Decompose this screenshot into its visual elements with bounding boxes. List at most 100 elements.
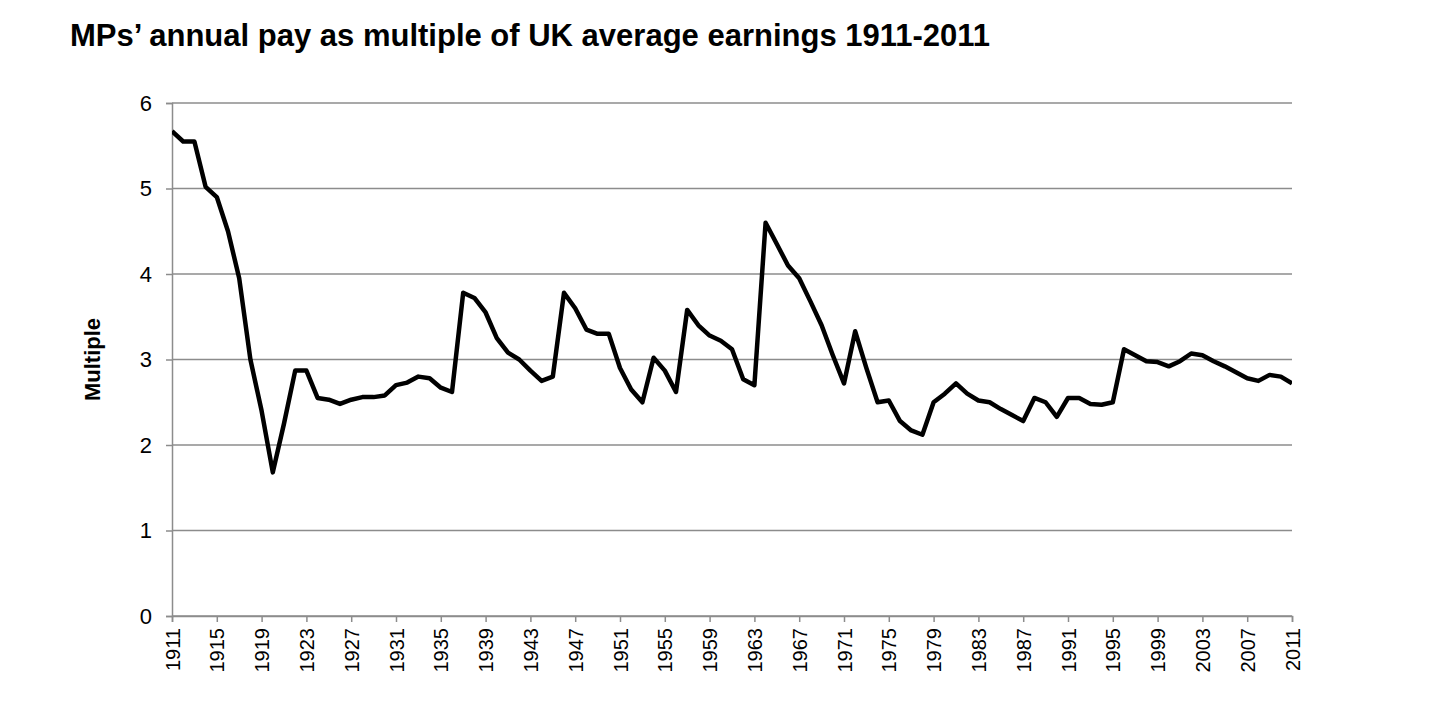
tick: 1983	[968, 616, 990, 673]
tick-label: 1959	[699, 628, 721, 673]
tick: 1	[140, 518, 172, 543]
y-axis: 0 1 2 3 4 5 6	[140, 91, 173, 629]
tick-mark	[1157, 616, 1159, 622]
tick-label: 1975	[878, 628, 900, 673]
tick-label: 1955	[654, 628, 676, 673]
tick-mark	[620, 616, 622, 622]
title: MPs’ annual pay as multiple of UK averag…	[70, 18, 990, 53]
tick: 1979	[923, 616, 945, 673]
tick: 0	[140, 604, 172, 629]
tick-mark	[665, 616, 667, 622]
axis-line	[166, 104, 173, 617]
grid-line	[172, 273, 1292, 275]
tick-label: 1915	[206, 628, 228, 673]
tick-label: 1999	[1147, 628, 1169, 673]
tick-mark	[306, 616, 308, 622]
tick: 2007	[1237, 616, 1259, 673]
tick: 1995	[1102, 616, 1124, 673]
tick-label: 2007	[1237, 628, 1259, 673]
tick-mark	[166, 616, 172, 618]
tick-mark	[1247, 616, 1249, 622]
tick-label: 1971	[834, 628, 856, 673]
tick-mark	[166, 274, 172, 276]
tick-label: 1923	[296, 628, 318, 673]
tick-mark	[978, 616, 980, 622]
tick: 1931	[386, 616, 408, 673]
tick: 5	[140, 176, 172, 201]
tick-mark	[709, 616, 711, 622]
tick-mark	[933, 616, 935, 622]
tick-mark	[261, 616, 263, 622]
tick: 1939	[475, 616, 497, 673]
tick-mark	[166, 445, 172, 447]
tick: 1927	[341, 616, 363, 673]
tick-label: 3	[140, 347, 152, 372]
tick-mark	[799, 616, 801, 622]
chart: MPs’ annual pay as multiple of UK averag…	[0, 0, 1447, 712]
grid	[172, 103, 1292, 616]
tick-mark	[172, 616, 174, 622]
tick-label: 0	[140, 604, 152, 629]
tick: 1967	[789, 616, 811, 673]
tick-label: 1927	[341, 628, 363, 673]
tick: 1963	[744, 616, 766, 673]
tick-mark	[441, 616, 443, 622]
tick-label: 4	[140, 262, 152, 287]
tick: 1951	[610, 616, 632, 673]
axis-line	[173, 617, 1293, 623]
tick-mark	[1113, 616, 1115, 622]
tick-mark	[1068, 616, 1070, 622]
tick-label: 2	[140, 433, 152, 458]
tick: 2003	[1192, 616, 1214, 673]
tick-mark	[1023, 616, 1025, 622]
tick: 1935	[430, 616, 452, 673]
tick-label: 6	[140, 91, 152, 116]
tick: 2	[140, 433, 172, 458]
tick-label: 1979	[923, 628, 945, 673]
plot-area	[172, 131, 1292, 472]
tick-label: 1991	[1058, 628, 1080, 673]
tick: 1943	[520, 616, 542, 673]
tick: 1911	[162, 616, 184, 671]
tick-mark	[844, 616, 846, 622]
tick: 1991	[1058, 616, 1080, 673]
tick-mark	[1202, 616, 1204, 622]
tick: 1955	[654, 616, 676, 673]
grid-line	[172, 188, 1292, 190]
tick-mark	[889, 616, 891, 622]
tick-mark	[166, 188, 172, 190]
tick-mark	[485, 616, 487, 622]
tick-mark	[530, 616, 532, 622]
tick-label: 1947	[565, 628, 587, 673]
grid-line	[172, 444, 1292, 446]
tick: 1999	[1147, 616, 1169, 673]
tick-mark	[1292, 616, 1294, 622]
tick-label: 1983	[968, 628, 990, 673]
tick-label: 5	[140, 176, 152, 201]
grid-line	[172, 102, 1292, 104]
tick-label: 2003	[1192, 628, 1214, 673]
tick: 6	[140, 91, 172, 116]
tick-mark	[166, 530, 172, 532]
tick: 1971	[834, 616, 856, 673]
tick-mark	[166, 359, 172, 361]
tick-mark	[754, 616, 756, 622]
grid-line	[172, 530, 1292, 532]
tick-label: 1	[140, 518, 152, 543]
tick-label: 2011	[1282, 628, 1304, 671]
y-axis-title: Multiple	[80, 318, 105, 401]
tick-mark	[396, 616, 398, 622]
tick-label: 1967	[789, 628, 811, 673]
tick-label: 1911	[162, 628, 184, 671]
tick-label: 1943	[520, 628, 542, 673]
x-axis: 1911 1915 1919 1923 1927 1931 1935 1939 1943 1947…	[162, 616, 1304, 673]
tick-label: 1935	[430, 628, 452, 673]
tick-label: 1987	[1013, 628, 1035, 673]
tick-mark	[575, 616, 577, 622]
tick: 1923	[296, 616, 318, 673]
tick-label: 1939	[475, 628, 497, 673]
tick: 1919	[251, 616, 273, 673]
tick: 4	[140, 262, 172, 287]
tick-label: 1995	[1102, 628, 1124, 673]
line	[172, 131, 1292, 472]
